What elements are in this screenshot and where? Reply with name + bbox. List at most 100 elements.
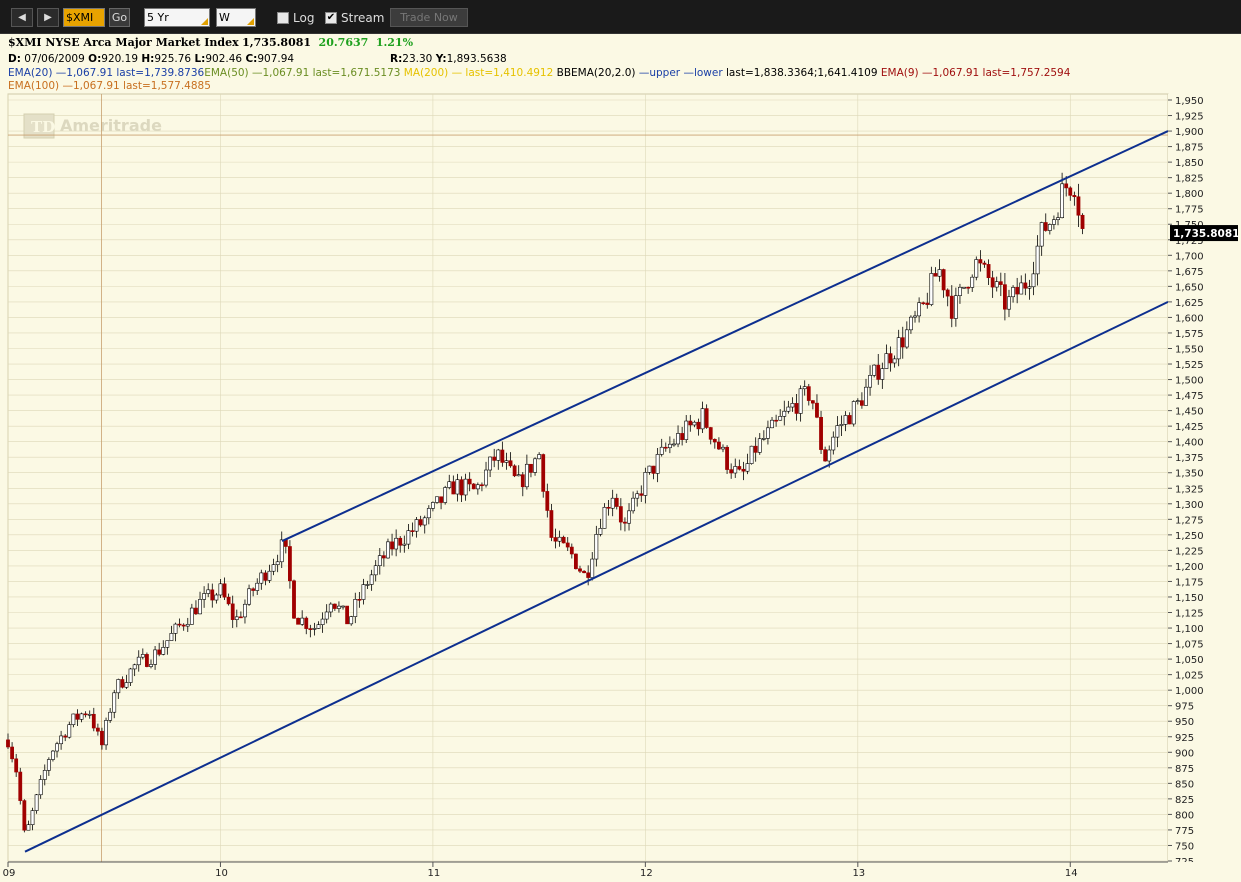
candle-body bbox=[500, 449, 505, 463]
y-axis: 7257507758008258508759009259509751,0001,… bbox=[1168, 94, 1241, 868]
candle-body bbox=[451, 481, 456, 495]
chart-title: $XMI NYSE Arca Major Market Index bbox=[8, 36, 239, 49]
y-tick-label: 1,600 bbox=[1175, 313, 1204, 324]
candle-body bbox=[112, 692, 117, 713]
timeframe-select[interactable]: 5 Yr bbox=[144, 8, 210, 27]
study-ema20[interactable]: EMA(20) —1,067.91 last=1,739.8736 bbox=[8, 67, 205, 79]
x-tick-label: 10 bbox=[215, 868, 228, 879]
candle-body bbox=[1060, 183, 1064, 218]
candle-body bbox=[692, 421, 697, 426]
candle-body bbox=[312, 628, 317, 630]
candle-body bbox=[328, 603, 333, 613]
x-tick-label: 13 bbox=[852, 868, 865, 879]
candle-body bbox=[1047, 224, 1052, 231]
candle-body bbox=[332, 603, 337, 609]
candle-body bbox=[1019, 282, 1024, 295]
candle-body bbox=[529, 463, 533, 473]
candle-body bbox=[717, 441, 721, 450]
y-tick-label: 975 bbox=[1175, 702, 1194, 713]
candle-body bbox=[275, 561, 280, 565]
forward-button[interactable]: ▶ bbox=[37, 8, 59, 27]
candle-body bbox=[247, 588, 251, 605]
candle-body bbox=[565, 542, 570, 548]
y-tick-label: 1,200 bbox=[1175, 562, 1204, 573]
y-tick-label: 1,950 bbox=[1175, 96, 1204, 107]
candle-body bbox=[87, 713, 92, 716]
candle-body bbox=[704, 408, 709, 428]
y-tick-label: 1,400 bbox=[1175, 438, 1204, 449]
candle-body bbox=[210, 589, 215, 601]
change-percent: 1.21% bbox=[375, 36, 414, 49]
candle-body bbox=[860, 400, 864, 406]
back-button[interactable]: ◀ bbox=[11, 8, 33, 27]
study-ema9[interactable]: EMA(9) —1,067.91 last=1,757.2594 bbox=[880, 67, 1071, 79]
candle-body bbox=[83, 713, 88, 716]
candle-body bbox=[757, 438, 762, 453]
interval-select[interactable]: W bbox=[216, 8, 256, 27]
candle-body bbox=[606, 506, 611, 509]
candle-body bbox=[353, 599, 358, 617]
candle-body bbox=[749, 445, 754, 464]
candle-body bbox=[304, 617, 309, 629]
candle-body bbox=[46, 759, 51, 771]
candle-body bbox=[925, 302, 930, 305]
symbol-input[interactable]: $XMI bbox=[63, 8, 105, 27]
trade-now-button[interactable]: Trade Now bbox=[390, 8, 468, 27]
candle-body bbox=[296, 617, 300, 625]
candle-body bbox=[700, 408, 705, 430]
candle-body bbox=[569, 546, 574, 555]
candle-body bbox=[463, 478, 468, 496]
y-tick-label: 1,300 bbox=[1175, 500, 1204, 511]
candle-body bbox=[778, 416, 783, 421]
candle-body bbox=[42, 770, 47, 780]
study-ema100[interactable]: EMA(100) —1,067.91 last=1,577.4885 bbox=[8, 80, 211, 92]
trendlines[interactable] bbox=[24, 130, 1169, 853]
candle-body bbox=[504, 460, 509, 463]
cursor-readout: R:23.30 Y:1,893.5638 bbox=[390, 53, 507, 65]
stream-checkbox[interactable]: ✔ bbox=[325, 12, 337, 24]
candle-body bbox=[802, 386, 807, 390]
candle-body bbox=[10, 746, 14, 760]
candle-body bbox=[582, 570, 586, 574]
candle-body bbox=[725, 446, 729, 470]
candle-body bbox=[557, 536, 562, 542]
candle-body bbox=[422, 517, 427, 526]
candle-body bbox=[949, 295, 954, 319]
candle-body bbox=[18, 771, 23, 801]
study-ma200[interactable]: MA(200) — last=1,410.4912 bbox=[403, 67, 554, 79]
high-label: H: bbox=[141, 53, 155, 65]
candle-body bbox=[929, 273, 934, 305]
candle-body bbox=[22, 800, 27, 831]
candle-body bbox=[1035, 245, 1040, 275]
watermark-logo-text: TD bbox=[31, 118, 55, 136]
study-bbema[interactable]: BBEMA(20,2.0) bbox=[556, 67, 636, 79]
candle-body bbox=[541, 454, 546, 492]
y-tick-label: 1,100 bbox=[1175, 624, 1204, 635]
candle-body bbox=[181, 624, 186, 627]
close-value: 907.94 bbox=[257, 53, 295, 65]
candle-body bbox=[798, 388, 803, 414]
studies-line-1: EMA(20) —1,067.91 last=1,739.8736EMA(50)… bbox=[8, 67, 1070, 79]
candle-body bbox=[1011, 287, 1015, 298]
candle-body bbox=[251, 588, 256, 591]
candle-body bbox=[95, 727, 100, 732]
candle-body bbox=[598, 528, 603, 535]
candle-body bbox=[774, 419, 779, 422]
x-axis-background bbox=[0, 862, 1241, 882]
candle-body bbox=[549, 510, 554, 538]
log-checkbox[interactable] bbox=[277, 12, 289, 24]
grid-lines bbox=[7, 93, 1169, 863]
y-tick-label: 1,650 bbox=[1175, 282, 1204, 293]
open-value: 920.19 bbox=[101, 53, 139, 65]
candle-body bbox=[815, 402, 819, 418]
study-ema50[interactable]: EMA(50) —1,067.91 last=1,671.5173 bbox=[204, 67, 401, 79]
last-price-marker: 1,735.8081 bbox=[1170, 225, 1239, 242]
go-button[interactable]: Go bbox=[109, 8, 130, 27]
checkmark-icon: ✔ bbox=[326, 12, 336, 23]
candle-body bbox=[618, 506, 623, 523]
candle-body bbox=[537, 454, 542, 460]
y-tick-label: 1,150 bbox=[1175, 593, 1204, 604]
candle-body bbox=[206, 589, 211, 594]
y-tick-label: 1,175 bbox=[1175, 577, 1204, 588]
